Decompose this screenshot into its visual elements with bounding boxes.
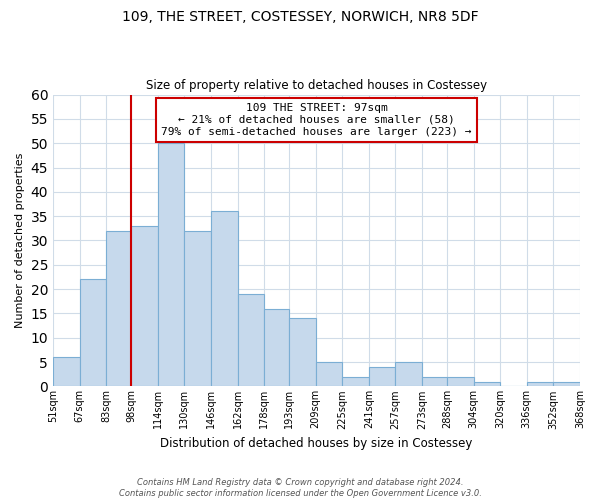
Bar: [264, 308, 289, 386]
Bar: [289, 318, 316, 386]
Bar: [527, 382, 553, 386]
Text: Contains HM Land Registry data © Crown copyright and database right 2024.
Contai: Contains HM Land Registry data © Crown c…: [119, 478, 481, 498]
Bar: [131, 226, 158, 386]
Y-axis label: Number of detached properties: Number of detached properties: [15, 153, 25, 328]
Bar: [158, 143, 184, 386]
Bar: [80, 280, 106, 386]
Bar: [316, 362, 342, 386]
Title: Size of property relative to detached houses in Costessey: Size of property relative to detached ho…: [146, 79, 487, 92]
X-axis label: Distribution of detached houses by size in Costessey: Distribution of detached houses by size …: [160, 437, 473, 450]
Bar: [53, 357, 80, 386]
Bar: [238, 294, 264, 386]
Bar: [447, 376, 473, 386]
Bar: [184, 230, 211, 386]
Bar: [395, 362, 422, 386]
Bar: [342, 376, 369, 386]
Bar: [211, 212, 238, 386]
Bar: [369, 367, 395, 386]
Text: 109 THE STREET: 97sqm
← 21% of detached houses are smaller (58)
79% of semi-deta: 109 THE STREET: 97sqm ← 21% of detached …: [161, 104, 472, 136]
Bar: [422, 376, 447, 386]
Text: 109, THE STREET, COSTESSEY, NORWICH, NR8 5DF: 109, THE STREET, COSTESSEY, NORWICH, NR8…: [122, 10, 478, 24]
Bar: [106, 230, 131, 386]
Bar: [553, 382, 580, 386]
Bar: [473, 382, 500, 386]
